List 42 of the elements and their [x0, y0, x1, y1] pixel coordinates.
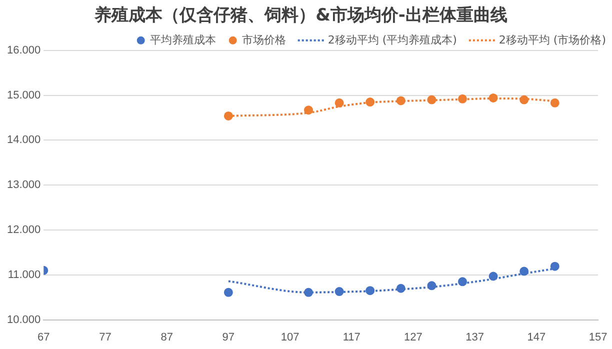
legend-label: 市场价格	[242, 33, 286, 46]
point	[550, 262, 560, 271]
x-tick-label: 67	[38, 331, 50, 344]
chart-title: 养殖成本（仅含仔猪、饲料）&市场均价-出栏体重曲线	[94, 6, 508, 26]
y-tick-label: 14.000	[6, 134, 41, 146]
y-tick-label: 10.000	[6, 314, 41, 326]
point	[334, 287, 344, 296]
point	[520, 266, 529, 276]
x-tick-label: 157	[588, 331, 608, 344]
point	[427, 281, 436, 290]
x-tick-label: 127	[404, 331, 422, 344]
point	[458, 94, 467, 104]
x-tick-label: 97	[222, 331, 235, 344]
point	[396, 284, 406, 293]
x-tick-label: 87	[160, 331, 173, 344]
x-tick-label: 77	[99, 331, 112, 344]
point	[520, 95, 529, 104]
point	[304, 106, 314, 115]
y-tick-label: 13.000	[6, 179, 41, 192]
legend-label: 2移动平均 (平均养殖成本)	[328, 33, 457, 46]
point	[427, 95, 436, 104]
point	[224, 288, 233, 297]
point	[366, 286, 375, 296]
y-tick-label: 12.000	[6, 224, 41, 236]
x-tick-label: 117	[342, 331, 360, 344]
x-tick-label: 147	[527, 331, 546, 344]
point	[334, 98, 344, 108]
point	[550, 98, 560, 108]
point	[224, 111, 233, 120]
legend-label: 2移动平均 (市场价格)	[498, 33, 606, 46]
point	[304, 288, 314, 297]
y-tick-label: 16.000	[6, 44, 41, 56]
y-tick-label: 11.000	[8, 268, 41, 281]
legend-label: 平均养殖成本	[150, 33, 216, 46]
point	[488, 272, 498, 281]
point	[366, 98, 375, 107]
point	[396, 96, 406, 106]
y-tick-label: 15.000	[6, 89, 41, 102]
point	[458, 277, 467, 286]
x-tick-label: 107	[280, 331, 300, 344]
point	[488, 93, 498, 102]
x-tick-label: 137	[466, 331, 484, 344]
